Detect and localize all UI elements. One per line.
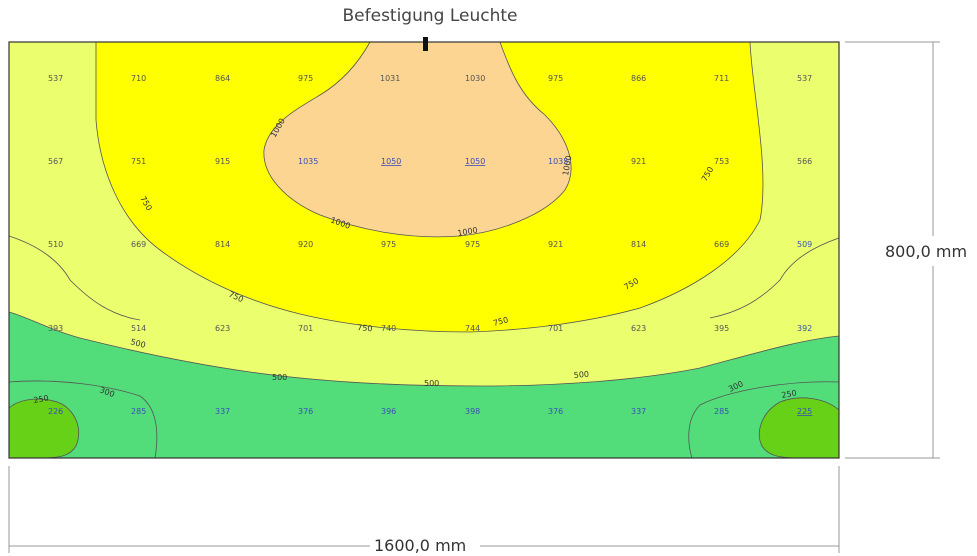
grid-value: 921 [631,157,646,166]
grid-value: 921 [548,240,563,249]
grid-value: 1050 [381,157,401,166]
grid-value: 376 [548,407,563,416]
isoline-label: 750 [357,323,373,333]
grid-value: 744 [465,324,480,333]
zone-1000 [263,41,572,238]
grid-value: 975 [548,74,563,83]
grid-value: 392 [797,324,812,333]
grid-value: 814 [631,240,646,249]
grid-value: 751 [131,157,146,166]
mount-marker [423,37,428,51]
width-dimension: 1600,0 mm [370,536,471,555]
grid-value: 337 [631,407,646,416]
isoline-label: 500 [129,337,146,350]
isoline-label: 1000 [457,226,479,238]
grid-value: 396 [381,407,396,416]
grid-value: 975 [298,74,313,83]
grid-value: 226 [48,407,63,416]
grid-value: 1031 [380,74,400,83]
grid-value: 669 [714,240,729,249]
isoline-label: 250 [33,393,50,405]
dimension-horizontal [8,466,840,553]
zone-250-right [758,397,840,459]
grid-value: 975 [465,240,480,249]
grid-value: 740 [381,324,396,333]
grid-value: 393 [48,324,63,333]
dimension-vertical [845,41,940,459]
grid-value: 398 [465,407,480,416]
grid-value: 537 [797,74,812,83]
grid-value: 537 [48,74,63,83]
grid-value: 1035 [298,157,318,166]
grid-value: 1050 [465,157,485,166]
grid-value: 920 [298,240,313,249]
contour-line [8,380,158,459]
grid-value: 285 [131,407,146,416]
height-dimension: 800,0 mm [885,242,968,261]
isoline-label: 250 [781,388,798,400]
grid-value: 509 [797,240,812,249]
grid-value: 915 [215,157,230,166]
contour-line [709,237,840,319]
grid-value: 975 [381,240,396,249]
grid-values: 537 710 864 975 1031 1030 975 866 711 53… [48,74,812,416]
grid-value: 395 [714,324,729,333]
grid-value: 514 [131,324,146,333]
zone-250-left [8,398,79,459]
grid-value: 225 [797,407,812,416]
grid-value: 866 [631,74,646,83]
isoline-label: 500 [424,379,439,388]
mount-label: Befestigung Leuchte [342,6,518,26]
grid-value: 623 [631,324,646,333]
grid-value: 669 [131,240,146,249]
contour-line [8,235,141,321]
grid-value: 701 [298,324,313,333]
isoline-label: 500 [272,373,287,382]
isoline-label: 1000 [561,155,573,177]
grid-value: 337 [215,407,230,416]
isoline-label: 750 [492,315,509,328]
grid-value: 1030 [465,74,485,83]
grid-value: 710 [131,74,146,83]
grid-value: 814 [215,240,230,249]
grid-value: 567 [48,157,63,166]
grid-value: 566 [797,157,812,166]
grid-value: 510 [48,240,63,249]
grid-value: 864 [215,74,230,83]
grid-value: 753 [714,157,729,166]
isoline-label: 500 [573,370,589,380]
contour-line [688,381,840,459]
grid-value: 701 [548,324,563,333]
grid-value: 376 [298,407,313,416]
grid-value: 623 [215,324,230,333]
grid-value: 285 [714,407,729,416]
grid-value: 1035 [548,157,568,166]
grid-value: 711 [714,74,729,83]
